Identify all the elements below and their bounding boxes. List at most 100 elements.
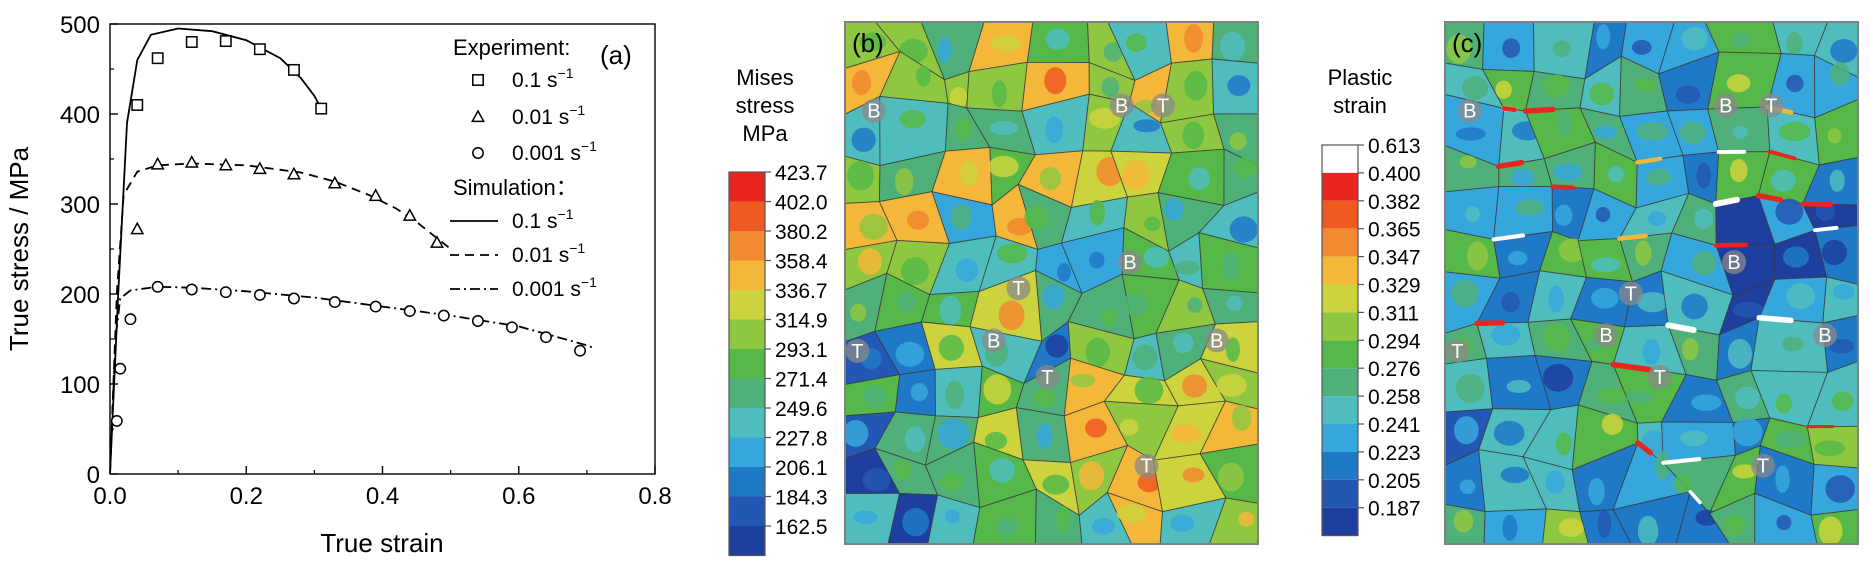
- colorbar-swatch: [729, 378, 765, 408]
- grain-subregion: [1455, 373, 1485, 404]
- grain-subregion: [1174, 260, 1200, 275]
- colorbar-value: 0.400: [1368, 163, 1421, 186]
- grain-cell: [1209, 497, 1258, 544]
- grain-subregion: [1557, 110, 1572, 136]
- grain-subregion: [893, 458, 912, 481]
- colorbar-swatch: [1322, 340, 1358, 369]
- experiment-point-2-0: [110, 414, 123, 427]
- grain-subregion: [1673, 474, 1693, 494]
- grain-label-8: T: [1654, 367, 1666, 389]
- grain-subregion: [1829, 169, 1845, 192]
- grain-subregion: [859, 32, 887, 51]
- grain-subregion: [897, 291, 917, 313]
- grain-subregion: [1121, 293, 1149, 316]
- x-axis-label: True strain: [320, 528, 443, 558]
- experiment-point-1-6: [327, 175, 342, 189]
- grain-subregion: [1465, 205, 1480, 223]
- colorbar-value: 293.1: [775, 339, 828, 362]
- grain-subregion: [1693, 208, 1714, 229]
- grain-subregion: [1732, 417, 1763, 447]
- legend-exp-label-2: 0.001 s−1: [512, 138, 597, 165]
- colorbar-value: 206.1: [775, 457, 828, 480]
- grain-subregion: [989, 121, 1019, 135]
- grain-subregion: [1188, 167, 1210, 190]
- grain-label-marker: [1759, 93, 1784, 118]
- grain-cell: [972, 488, 1037, 544]
- grain-label-marker: [1713, 93, 1738, 118]
- grain-subregion: [1459, 155, 1477, 169]
- colorbar-swatch: [1322, 256, 1358, 285]
- strain-hotspot: [1767, 149, 1797, 161]
- strain-hotspot: [1813, 225, 1839, 233]
- colorbar-swatch: [1322, 368, 1358, 397]
- grain-subregion: [1818, 516, 1843, 544]
- experiment-point-2-3: [151, 280, 164, 293]
- grain-label-marker: [1594, 323, 1619, 348]
- grain-subregion: [1116, 504, 1147, 523]
- colorbar-title-line: strain: [1333, 93, 1387, 118]
- strain-hotspot: [1550, 184, 1576, 190]
- experiment-point-2-12: [471, 315, 484, 327]
- colorbar-swatch: [729, 319, 765, 349]
- grain-subregion: [915, 65, 931, 87]
- grain-subregion: [899, 110, 926, 129]
- colorbar-value: 249.6: [775, 398, 828, 421]
- grain-subregion: [894, 168, 914, 196]
- grain-subregion: [852, 70, 872, 96]
- experiment-point-0-2: [185, 36, 198, 48]
- simulation-line-2: [110, 285, 595, 474]
- grain-subregion: [1776, 515, 1792, 531]
- grain-label-9: T: [1757, 456, 1769, 478]
- experiment-point-2-7: [287, 292, 300, 305]
- grain-subregion: [1085, 337, 1111, 367]
- grain-subregion: [945, 509, 960, 524]
- experiment-point-2-1: [114, 362, 127, 375]
- grain-subregion: [991, 34, 1022, 52]
- legend-experiment-title: Experiment:: [453, 35, 570, 60]
- experiment-point-0-1: [151, 52, 164, 65]
- legend-exp-label-1: 0.01 s−1: [512, 102, 585, 129]
- grain-subregion: [1828, 338, 1855, 354]
- grain-subregion: [847, 160, 875, 191]
- grain-subregion: [1786, 283, 1815, 310]
- colorbar-swatch: [729, 526, 765, 556]
- grain-subregion: [1642, 338, 1661, 365]
- strain-hotspot: [1501, 105, 1518, 113]
- colorbar-value: 402.0: [775, 192, 828, 215]
- grain-subregion: [1542, 74, 1570, 98]
- colorbar-swatch: [729, 437, 765, 467]
- grain-subregion: [850, 303, 867, 322]
- grain-subregion: [984, 431, 1008, 450]
- grain-subregion: [1814, 440, 1845, 457]
- grain-subregion: [1594, 125, 1617, 139]
- grain-subregion: [960, 160, 979, 187]
- grain-label-marker: [1457, 98, 1482, 123]
- experiment-point-1-4: [252, 161, 267, 175]
- colorbar-value: 0.311: [1368, 302, 1419, 325]
- experiment-point-1-1: [150, 156, 165, 170]
- strain-hotspot: [1635, 440, 1654, 456]
- grain-subregion: [1454, 416, 1479, 445]
- colorbar-swatch: [1322, 145, 1358, 173]
- grain-label-6: T: [851, 341, 863, 363]
- grain-subregion: [1225, 337, 1240, 362]
- strain-hotspot: [1688, 489, 1702, 505]
- grain-subregion: [949, 86, 967, 108]
- grain-subregion: [910, 383, 928, 402]
- grain-subregion: [989, 458, 1016, 483]
- grain-label-4: T: [1012, 278, 1024, 300]
- grain-label-8: T: [1041, 367, 1053, 389]
- y-tick-label: 200: [60, 282, 100, 309]
- grain-subregion: [996, 517, 1018, 538]
- colorbar-value: 336.7: [775, 280, 828, 303]
- panel-c-plastic-strain-map: Plastic strain 0.613 0.400 0.382 0.365 0.347 0.…: [1321, 21, 1859, 545]
- strain-hotspot: [1712, 196, 1740, 207]
- grain-subregion: [1597, 510, 1612, 539]
- grain-label-marker: [1812, 323, 1837, 348]
- experiment-point-0-3: [219, 35, 232, 48]
- colorbar-value: 227.8: [775, 428, 828, 451]
- grain-label-marker: [1445, 338, 1470, 363]
- grain-subregion: [1635, 77, 1656, 93]
- grain-subregion: [1786, 74, 1804, 93]
- legend-simulation-title: Simulation：: [453, 175, 578, 200]
